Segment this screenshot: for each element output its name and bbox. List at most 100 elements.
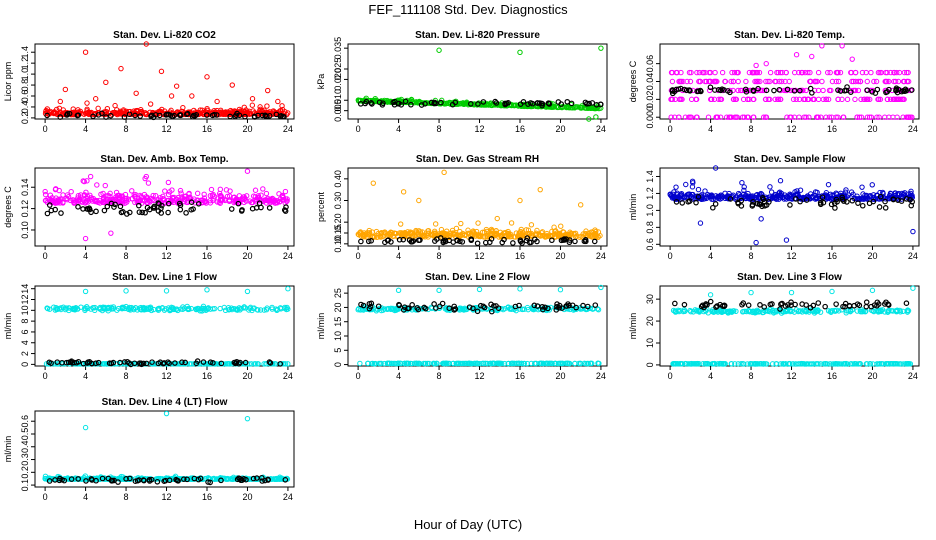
data-point <box>901 69 908 76</box>
data-point <box>361 230 367 236</box>
data-point <box>895 190 902 197</box>
data-point <box>551 234 558 240</box>
data-point <box>819 78 825 85</box>
outlier-point <box>244 168 251 174</box>
data-point <box>358 233 364 239</box>
panel-4: Stan. Dev. Amb. Box Temp.0 4 8 12 16 20 240.10… <box>3 154 295 261</box>
y-tick-label: 1.4 <box>645 170 655 183</box>
x-tick-label: 20 <box>555 251 565 261</box>
black-point <box>468 237 475 244</box>
outlier-point <box>123 288 129 294</box>
data-point <box>765 196 772 202</box>
black-point <box>86 206 93 213</box>
outlier-point <box>275 98 281 105</box>
outlier-point <box>910 228 916 235</box>
black-point <box>422 305 429 312</box>
data-point <box>820 96 827 103</box>
black-point <box>88 360 95 367</box>
x-tick-label: 24 <box>908 371 918 381</box>
black-point <box>281 207 288 213</box>
data-point <box>483 226 490 233</box>
data-point <box>849 78 855 85</box>
black-point <box>681 301 688 308</box>
data-point <box>133 192 139 198</box>
data-point <box>581 105 588 111</box>
data-point <box>403 360 410 367</box>
panel-5: Stan. Dev. Gas Stream RH0 4 8 12 16 20 240.100… <box>316 154 608 261</box>
data-point <box>749 309 756 316</box>
black-point <box>559 305 565 311</box>
black-point <box>140 360 147 367</box>
data-point <box>488 226 495 233</box>
data-point <box>100 190 106 197</box>
outlier-point <box>849 56 855 62</box>
data-point <box>558 360 564 367</box>
data-point <box>735 78 741 85</box>
data-point <box>60 107 66 113</box>
black-point <box>750 87 756 94</box>
y-tick-label: 0.10 <box>333 235 343 253</box>
data-point <box>119 305 126 311</box>
data-point <box>696 78 702 85</box>
black-point <box>727 196 734 202</box>
data-point <box>94 198 100 205</box>
black-point <box>75 204 81 210</box>
black-point <box>549 237 555 244</box>
data-point <box>693 114 700 120</box>
black-point <box>157 359 164 365</box>
data-point <box>738 360 744 367</box>
black-point <box>104 203 111 210</box>
data-point <box>285 361 291 367</box>
black-point <box>408 101 414 108</box>
data-point <box>137 197 144 204</box>
data-point <box>433 360 440 367</box>
data-point <box>820 87 826 94</box>
data-point <box>432 233 439 239</box>
data-point <box>891 96 897 103</box>
data-point <box>412 232 419 239</box>
panel-title: Stan. Dev. Line 1 Flow <box>112 272 217 283</box>
data-point <box>102 182 108 189</box>
data-point <box>671 189 677 195</box>
data-point <box>249 199 256 206</box>
y-tick-label: 20 <box>333 302 343 312</box>
y-tick-label: 2 <box>20 351 30 356</box>
black-point <box>366 300 373 307</box>
data-point <box>775 69 781 76</box>
data-point <box>420 232 426 238</box>
black-point <box>151 205 158 211</box>
data-point <box>825 69 831 76</box>
data-point <box>844 361 851 367</box>
plot-frame <box>34 167 295 247</box>
black-point <box>137 113 143 119</box>
black-point <box>890 196 897 202</box>
y-tick-label: 0.8 <box>20 79 30 92</box>
black-point <box>127 361 134 368</box>
y-axis-label: ml/min <box>3 313 13 340</box>
black-point <box>188 199 195 205</box>
y-tick-label: 0.40 <box>333 170 343 188</box>
y-tick-label: 0 <box>645 362 655 367</box>
black-point <box>451 303 458 310</box>
data-point <box>388 305 394 311</box>
x-tick-label: 0 <box>43 492 48 502</box>
black-point <box>218 360 225 367</box>
black-point <box>192 113 198 119</box>
y-tick-label: 6 <box>20 329 30 334</box>
black-point <box>694 88 701 95</box>
data-point <box>700 69 707 76</box>
data-point <box>868 114 875 120</box>
outlier-point <box>819 43 825 49</box>
data-point <box>669 78 676 85</box>
black-point <box>882 198 888 205</box>
data-point <box>812 78 818 85</box>
black-point <box>211 111 218 118</box>
x-tick-label: 12 <box>162 492 172 502</box>
black-point <box>792 301 798 308</box>
data-point <box>82 307 88 314</box>
data-point <box>690 309 697 315</box>
black-point <box>560 237 566 243</box>
outlier-point <box>214 98 220 105</box>
data-point <box>821 361 827 367</box>
